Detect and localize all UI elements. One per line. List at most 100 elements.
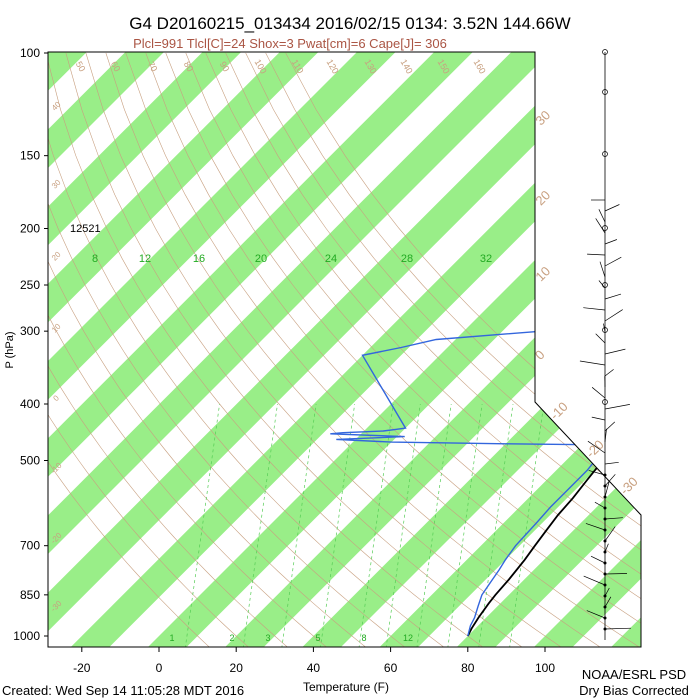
mixing-ratio-line	[184, 403, 220, 647]
wind-barb	[595, 218, 606, 234]
adiabat-label: 70	[146, 60, 160, 74]
height-label: 12521	[70, 223, 101, 235]
x-tick-label: 100	[535, 661, 555, 675]
wind-barb-dot	[603, 517, 607, 521]
x-tick-label: -20	[73, 661, 91, 675]
adiabat-line	[225, 52, 641, 647]
stripe	[48, 52, 319, 647]
wind-barb	[604, 256, 622, 267]
y-tick-label: 250	[20, 278, 40, 292]
y-tick-label: 150	[20, 149, 40, 163]
wind-barb	[604, 239, 618, 245]
wind-barb	[595, 333, 606, 344]
mixing-ratio-label: 8	[92, 253, 98, 265]
x-tick-label: 0	[156, 661, 163, 675]
wind-barb	[604, 428, 607, 443]
wind-barb-dot	[603, 561, 607, 565]
wind-barb-dot	[603, 528, 607, 532]
wind-barb	[604, 293, 622, 300]
mixing-ratio-label: 24	[325, 253, 337, 265]
wind-barbs	[579, 49, 632, 640]
wind-barb	[594, 501, 606, 509]
wind-barb	[604, 369, 614, 377]
mixing-ratio-line	[447, 403, 483, 647]
adiabat-line	[48, 52, 290, 647]
stripe	[48, 52, 550, 647]
mixing-ratio-label: 16	[193, 253, 205, 265]
adiabat-label: 90	[218, 60, 232, 74]
wind-barb-dot	[603, 627, 607, 631]
mixing-ratio-line	[281, 403, 317, 647]
mixing-ratio-lower-label: 1	[169, 633, 174, 643]
mixing-ratio-label: 20	[255, 253, 267, 265]
x-tick-label: 60	[384, 661, 398, 675]
adiabat-line	[105, 52, 603, 647]
wind-barb	[604, 517, 623, 520]
x-tick-label: 20	[230, 661, 244, 675]
x-tick-label: 40	[307, 661, 321, 675]
wind-barb-dot	[603, 616, 607, 620]
stripe	[48, 52, 473, 647]
left-edge-label: 0	[51, 393, 61, 403]
mixing-ratio-label: 28	[401, 253, 413, 265]
adiabat-line	[48, 52, 329, 647]
stripe	[456, 52, 641, 647]
adiabat-label: 60	[109, 60, 123, 74]
mixing-ratio-lower-label: 2	[229, 633, 234, 643]
wind-barb	[604, 348, 626, 355]
chart-subtitle: Plcl=991 Tlcl[C]=24 Shox=3 Pwat[cm]=6 Ca…	[133, 36, 447, 51]
mixing-ratio-line	[242, 403, 278, 647]
wind-barb	[583, 575, 606, 586]
y-tick-label: 500	[20, 453, 40, 467]
adiabat-line	[48, 52, 211, 647]
adiabat-line	[48, 52, 446, 647]
adiabat-line	[265, 52, 641, 647]
wind-barb	[604, 404, 630, 410]
y-tick-label: 850	[20, 588, 40, 602]
wind-barb-dot	[603, 605, 607, 609]
mixing-ratio-label: 32	[480, 253, 492, 265]
y-tick-label: 400	[20, 397, 40, 411]
calm-circle	[602, 327, 608, 333]
adiabat-line	[205, 52, 641, 647]
x-axis: -20 0 20 40 60 80 100	[73, 647, 555, 675]
adiabat-label: 80	[182, 60, 196, 74]
y-tick-label: 300	[20, 324, 40, 338]
y-axis-label: P (hPa)	[4, 331, 16, 368]
stripe	[48, 52, 396, 647]
wind-barb	[598, 280, 606, 289]
wind-barb	[583, 307, 606, 311]
stripe	[48, 52, 628, 647]
wind-barb	[590, 555, 606, 564]
wind-barb	[604, 474, 616, 487]
adiabat-line	[48, 52, 251, 647]
wind-barb	[587, 440, 606, 454]
mixing-ratio-lower-label: 5	[315, 633, 320, 643]
calm-circle	[602, 89, 608, 95]
wind-barb	[591, 387, 606, 399]
y-tick-label: 700	[20, 539, 40, 553]
y-tick-label: 200	[20, 222, 40, 236]
wind-barb	[585, 523, 606, 531]
wind-barb	[604, 573, 628, 575]
wind-barb-dot	[603, 506, 607, 510]
adiabat-line	[85, 52, 564, 647]
mixing-ratio-line	[385, 403, 421, 647]
dry-adiabats	[48, 52, 641, 647]
adiabat-line	[125, 52, 641, 647]
mixing-ratio-label: 12	[139, 253, 151, 265]
wind-barb	[586, 610, 606, 619]
wind-barb	[579, 360, 606, 366]
adiabat-line	[48, 52, 485, 647]
stripe	[48, 52, 242, 647]
credit-line-2: Dry Bias Corrected	[579, 683, 689, 698]
y-tick-label: 100	[20, 46, 40, 60]
wind-barb-dot	[603, 539, 607, 543]
adiabat-line	[165, 52, 641, 647]
adiabat-line	[185, 52, 641, 647]
wind-barb	[604, 204, 620, 212]
mixing-ratio-line	[319, 403, 356, 647]
wind-barb	[588, 470, 606, 476]
